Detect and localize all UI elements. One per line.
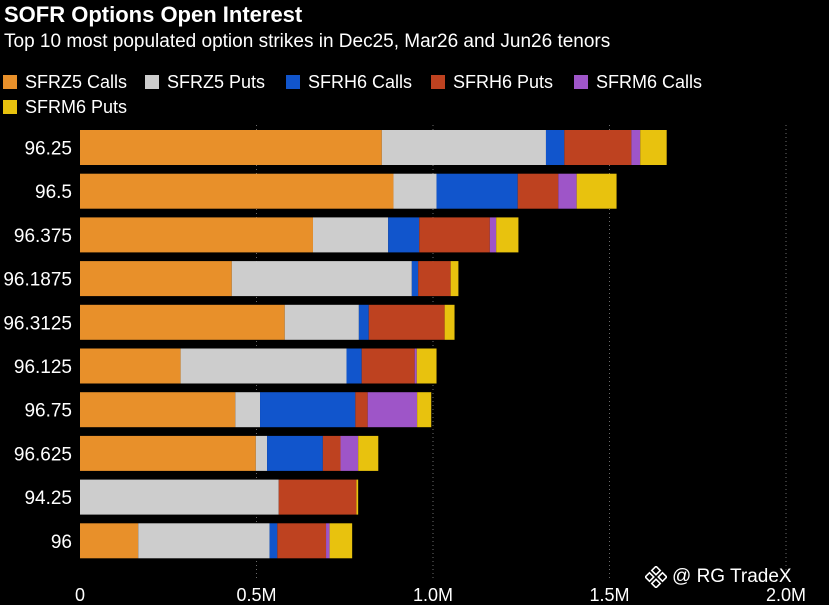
bars (80, 130, 667, 559)
y-tick-label: 96 (51, 532, 72, 553)
bar-96-3125-sfrm6-puts (444, 304, 455, 340)
bar-96-375-sfrm6-calls (489, 217, 497, 253)
bar-96-625-sfrh6-calls (267, 435, 323, 471)
bar-94-25-sfrh6-puts (278, 479, 357, 515)
bar-96-75-sfrz5-puts (235, 392, 261, 428)
bar-96-625-sfrh6-puts (322, 435, 341, 471)
bar-96-5-sfrm6-puts (576, 173, 617, 209)
legend-label-sfrh6-puts: SFRH6 Puts (453, 72, 553, 92)
watermark: @ RG TradeX (645, 566, 792, 588)
bar-96-125-sfrz5-calls (80, 348, 181, 384)
bar-96-sfrz5-calls (80, 523, 139, 559)
legend-swatch-sfrm6-puts (3, 100, 17, 114)
bar-94-25-sfrm6-puts (356, 479, 359, 515)
chart-subtitle: Top 10 most populated option strikes in … (4, 31, 611, 52)
legend-label-sfrz5-puts: SFRZ5 Puts (167, 72, 265, 92)
bar-96-5-sfrz5-puts (393, 173, 437, 209)
legend-label-sfrh6-calls: SFRH6 Calls (308, 72, 412, 92)
bar-96-5-sfrm6-calls (558, 173, 577, 209)
x-tick-label: 0 (75, 585, 85, 605)
legend-label-sfrz5-calls: SFRZ5 Calls (25, 72, 127, 92)
bar-96-1875-sfrz5-puts (231, 261, 412, 297)
y-tick-label: 94.25 (24, 488, 72, 509)
bar-96-375-sfrm6-puts (496, 217, 519, 253)
bar-96-sfrh6-puts (277, 523, 327, 559)
y-tick-label: 96.125 (14, 357, 72, 378)
bar-96-1875-sfrm6-puts (450, 261, 459, 297)
bar-96-25-sfrm6-puts (640, 130, 667, 165)
bar-96-125-sfrh6-puts (361, 348, 415, 384)
bar-96-5-sfrh6-calls (436, 173, 518, 209)
y-tick-label: 96.25 (24, 139, 72, 160)
legend-swatch-sfrz5-calls (3, 75, 17, 89)
bar-96-3125-sfrz5-calls (80, 304, 285, 340)
bar-96-75-sfrm6-calls (367, 392, 418, 428)
bar-96-125-sfrm6-puts (416, 348, 437, 384)
bar-96-375-sfrz5-calls (80, 217, 313, 253)
bar-96-375-sfrh6-puts (419, 217, 490, 253)
bar-96-3125-sfrz5-puts (284, 304, 359, 340)
legend-label-sfrm6-calls: SFRM6 Calls (596, 72, 702, 92)
bar-96-1875-sfrh6-puts (418, 261, 451, 297)
legend: SFRZ5 Calls SFRZ5 Puts SFRH6 Calls SFRH6 Pu… (3, 72, 702, 117)
bar-96-sfrm6-puts (329, 523, 353, 559)
bar-96-75-sfrz5-calls (80, 392, 236, 428)
bar-96-625-sfrm6-calls (340, 435, 359, 471)
legend-swatch-sfrh6-puts (431, 75, 445, 89)
bar-96-25-sfrh6-calls (545, 130, 565, 165)
y-tick-label: 96.3125 (3, 313, 72, 334)
bar-96-25-sfrz5-puts (381, 130, 546, 165)
bar-96-5-sfrh6-puts (517, 173, 559, 209)
bar-96-25-sfrh6-puts (564, 130, 632, 165)
legend-swatch-sfrz5-puts (145, 75, 159, 89)
y-tick-label: 96.5 (35, 182, 72, 203)
bar-96-125-sfrm6-calls (414, 348, 417, 384)
y-tick-label: 96.1875 (3, 270, 72, 291)
y-axis-labels: 96.25 96.5 96.375 96.1875 96.3125 96.125 96.75… (3, 139, 72, 553)
bar-96-1875-sfrz5-calls (80, 261, 232, 297)
bar-94-25-sfrz5-puts (80, 479, 279, 515)
legend-label-sfrm6-puts: SFRM6 Puts (25, 97, 127, 117)
bar-96-sfrh6-calls (269, 523, 278, 559)
y-tick-label: 96.375 (14, 226, 72, 247)
y-tick-label: 96.75 (24, 401, 72, 422)
bar-96-625-sfrz5-puts (255, 435, 268, 471)
bar-96-625-sfrz5-calls (80, 435, 256, 471)
chart-title: SOFR Options Open Interest (4, 2, 303, 27)
bar-96-sfrm6-calls (326, 523, 330, 559)
x-tick-label: 1.0M (413, 585, 453, 605)
y-tick-label: 96.625 (14, 444, 72, 465)
legend-swatch-sfrh6-calls (286, 75, 300, 89)
bar-96-125-sfrh6-calls (346, 348, 362, 384)
bar-96-25-sfrz5-calls (80, 130, 382, 165)
bar-96-625-sfrm6-puts (358, 435, 379, 471)
bar-96-75-sfrm6-puts (417, 392, 432, 428)
bar-96-3125-sfrh6-puts (368, 304, 445, 340)
bar-96-75-sfrh6-puts (355, 392, 368, 428)
bar-96-3125-sfrh6-calls (358, 304, 369, 340)
diamond-logo-icon (645, 566, 667, 588)
x-tick-label: 1.5M (589, 585, 629, 605)
bar-96-125-sfrz5-puts (180, 348, 347, 384)
x-tick-label: 2.0M (766, 585, 806, 605)
bar-96-375-sfrz5-puts (312, 217, 389, 253)
bar-96-75-sfrh6-calls (260, 392, 356, 428)
legend-swatch-sfrm6-calls (574, 75, 588, 89)
bar-96-25-sfrm6-calls (631, 130, 641, 165)
x-tick-label: 0.5M (236, 585, 276, 605)
bar-96-375-sfrh6-calls (388, 217, 420, 253)
x-axis-labels: 0 0.5M 1.0M 1.5M 2.0M (75, 585, 806, 605)
watermark-text: @ RG TradeX (672, 566, 792, 587)
bar-96-sfrz5-puts (138, 523, 270, 559)
bar-96-1875-sfrh6-calls (411, 261, 419, 297)
bar-96-5-sfrz5-calls (80, 173, 394, 209)
